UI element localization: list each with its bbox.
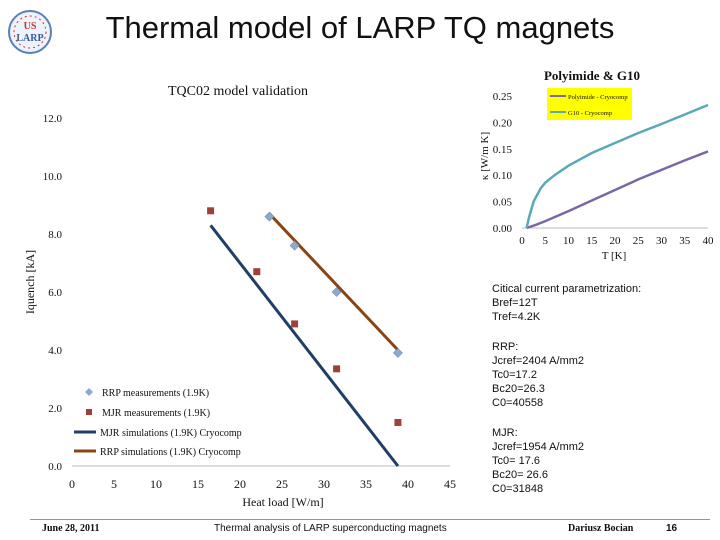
main-x-tick-label: 20: [234, 477, 246, 491]
mjr-line: MJR:: [492, 427, 518, 439]
main-chart-title: TQC02 model validation: [168, 84, 308, 99]
main-y-tick-label: 8.0: [48, 229, 62, 241]
legend-label: Polyimide - Cryocomp: [568, 94, 628, 101]
data-point-rrp: [289, 240, 300, 251]
inset-legend-box: [547, 88, 632, 120]
inset-y-tick-label: 0.15: [493, 144, 513, 156]
inset-y-axis-title: κ [W/m K]: [479, 132, 491, 180]
legend-label: MJR simulations (1.9K) Cryocomp: [100, 428, 242, 439]
footer-center: Thermal analysis of LARP superconducting…: [214, 523, 447, 534]
data-point-rrp: [392, 347, 403, 358]
inset-x-tick-label: 15: [586, 235, 598, 247]
mjr-line: Jcref=1954 A/mm2: [492, 441, 585, 453]
critical-line: Bref=12T: [492, 297, 538, 309]
main-x-tick-label: 35: [360, 477, 372, 491]
mjr-line: Tc0= 17.6: [492, 455, 541, 467]
main-x-axis-title: Heat load [W/m]: [242, 495, 323, 509]
main-x-tick-label: 15: [192, 477, 204, 491]
inset-x-tick-label: 20: [610, 235, 622, 247]
inset-x-tick-label: 30: [656, 235, 668, 247]
rrp-line: Tc0=17.2: [492, 369, 537, 381]
series-curve: [525, 103, 709, 229]
inset-x-tick-label: 25: [633, 235, 645, 247]
rrp-params-block: RRP: Jcref=2404 A/mm2 Tc0=17.2 Bc20=26.3…: [492, 340, 692, 410]
legend-marker: [86, 409, 92, 415]
inset-y-tick-label: 0.20: [493, 117, 513, 129]
data-point-mjr: [253, 268, 261, 276]
rrp-line: Bc20=26.3: [492, 383, 545, 395]
main-y-tick-label: 10.0: [43, 171, 63, 183]
inset-y-tick-label: 0.25: [493, 91, 513, 103]
logo-text-us: US: [24, 21, 37, 32]
main-y-tick-label: 0.0: [48, 461, 62, 473]
mjr-line: Bc20= 26.6: [492, 469, 548, 481]
main-y-tick-label: 4.0: [48, 345, 62, 357]
footer-date: June 28, 2011: [42, 523, 100, 534]
logo-text-larp: LARP: [16, 33, 43, 44]
data-point-mjr: [394, 419, 402, 426]
data-point-mjr: [291, 320, 299, 328]
mjr-line: C0=31848: [492, 483, 544, 495]
rrp-line: RRP:: [492, 341, 519, 353]
series-curve: [526, 150, 709, 230]
legend-label: RRP simulations (1.9K) Cryocomp: [100, 447, 241, 458]
legend-label: RRP measurements (1.9K): [102, 388, 209, 399]
critical-current-block: Citical current parametrization: Bref=12…: [492, 282, 692, 324]
main-x-tick-label: 45: [444, 477, 456, 491]
inset-chart-title: Polyimide & G10: [544, 68, 640, 83]
inset-x-axis-title: T [K]: [602, 250, 627, 262]
inset-x-tick-label: 10: [563, 235, 575, 247]
main-x-tick-label: 30: [318, 477, 330, 491]
data-point-mjr: [333, 365, 341, 373]
data-point-mjr: [207, 207, 215, 215]
main-x-tick-label: 0: [69, 477, 75, 491]
slide-title: Thermal model of LARP TQ magnets: [105, 10, 615, 45]
main-y-axis-title: Iquench [kA]: [23, 250, 37, 314]
inset-x-tick-label: 40: [703, 235, 715, 247]
main-x-tick-label: 25: [276, 477, 288, 491]
main-x-tick-label: 10: [150, 477, 162, 491]
inset-x-tick-label: 0: [519, 235, 525, 247]
inset-x-tick-label: 35: [679, 235, 691, 247]
critical-line: Tref=4.2K: [492, 311, 541, 323]
footer-author: Dariusz Bocian: [568, 523, 634, 534]
main-x-tick-label: 40: [402, 477, 414, 491]
data-point-rrp: [331, 287, 342, 297]
main-y-tick-label: 12.0: [43, 113, 63, 125]
data-point-rrp: [264, 211, 275, 222]
inset-y-tick-label: 0.10: [493, 170, 513, 182]
inset-y-tick-label: 0.00: [493, 223, 513, 235]
critical-line: Citical current parametrization:: [492, 283, 642, 295]
main-y-tick-label: 2.0: [48, 403, 62, 415]
legend-label: G10 - Cryocomp: [568, 110, 612, 117]
inset-y-tick-label: 0.05: [493, 197, 513, 209]
inset-x-tick-label: 5: [543, 235, 549, 247]
footer-page: 16: [666, 523, 678, 534]
rrp-line: C0=40558: [492, 397, 544, 409]
footer-rule: [30, 519, 710, 520]
mjr-params-block: MJR: Jcref=1954 A/mm2 Tc0= 17.6 Bc20= 26…: [492, 426, 692, 496]
rrp-line: Jcref=2404 A/mm2: [492, 355, 585, 367]
main-x-tick-label: 5: [111, 477, 117, 491]
legend-label: MJR measurements (1.9K): [102, 408, 210, 419]
legend-marker: [85, 388, 93, 396]
larp-logo: US LARP: [6, 8, 54, 56]
series-line: [268, 212, 400, 352]
series-line: [209, 224, 400, 467]
main-y-tick-label: 6.0: [48, 287, 62, 299]
